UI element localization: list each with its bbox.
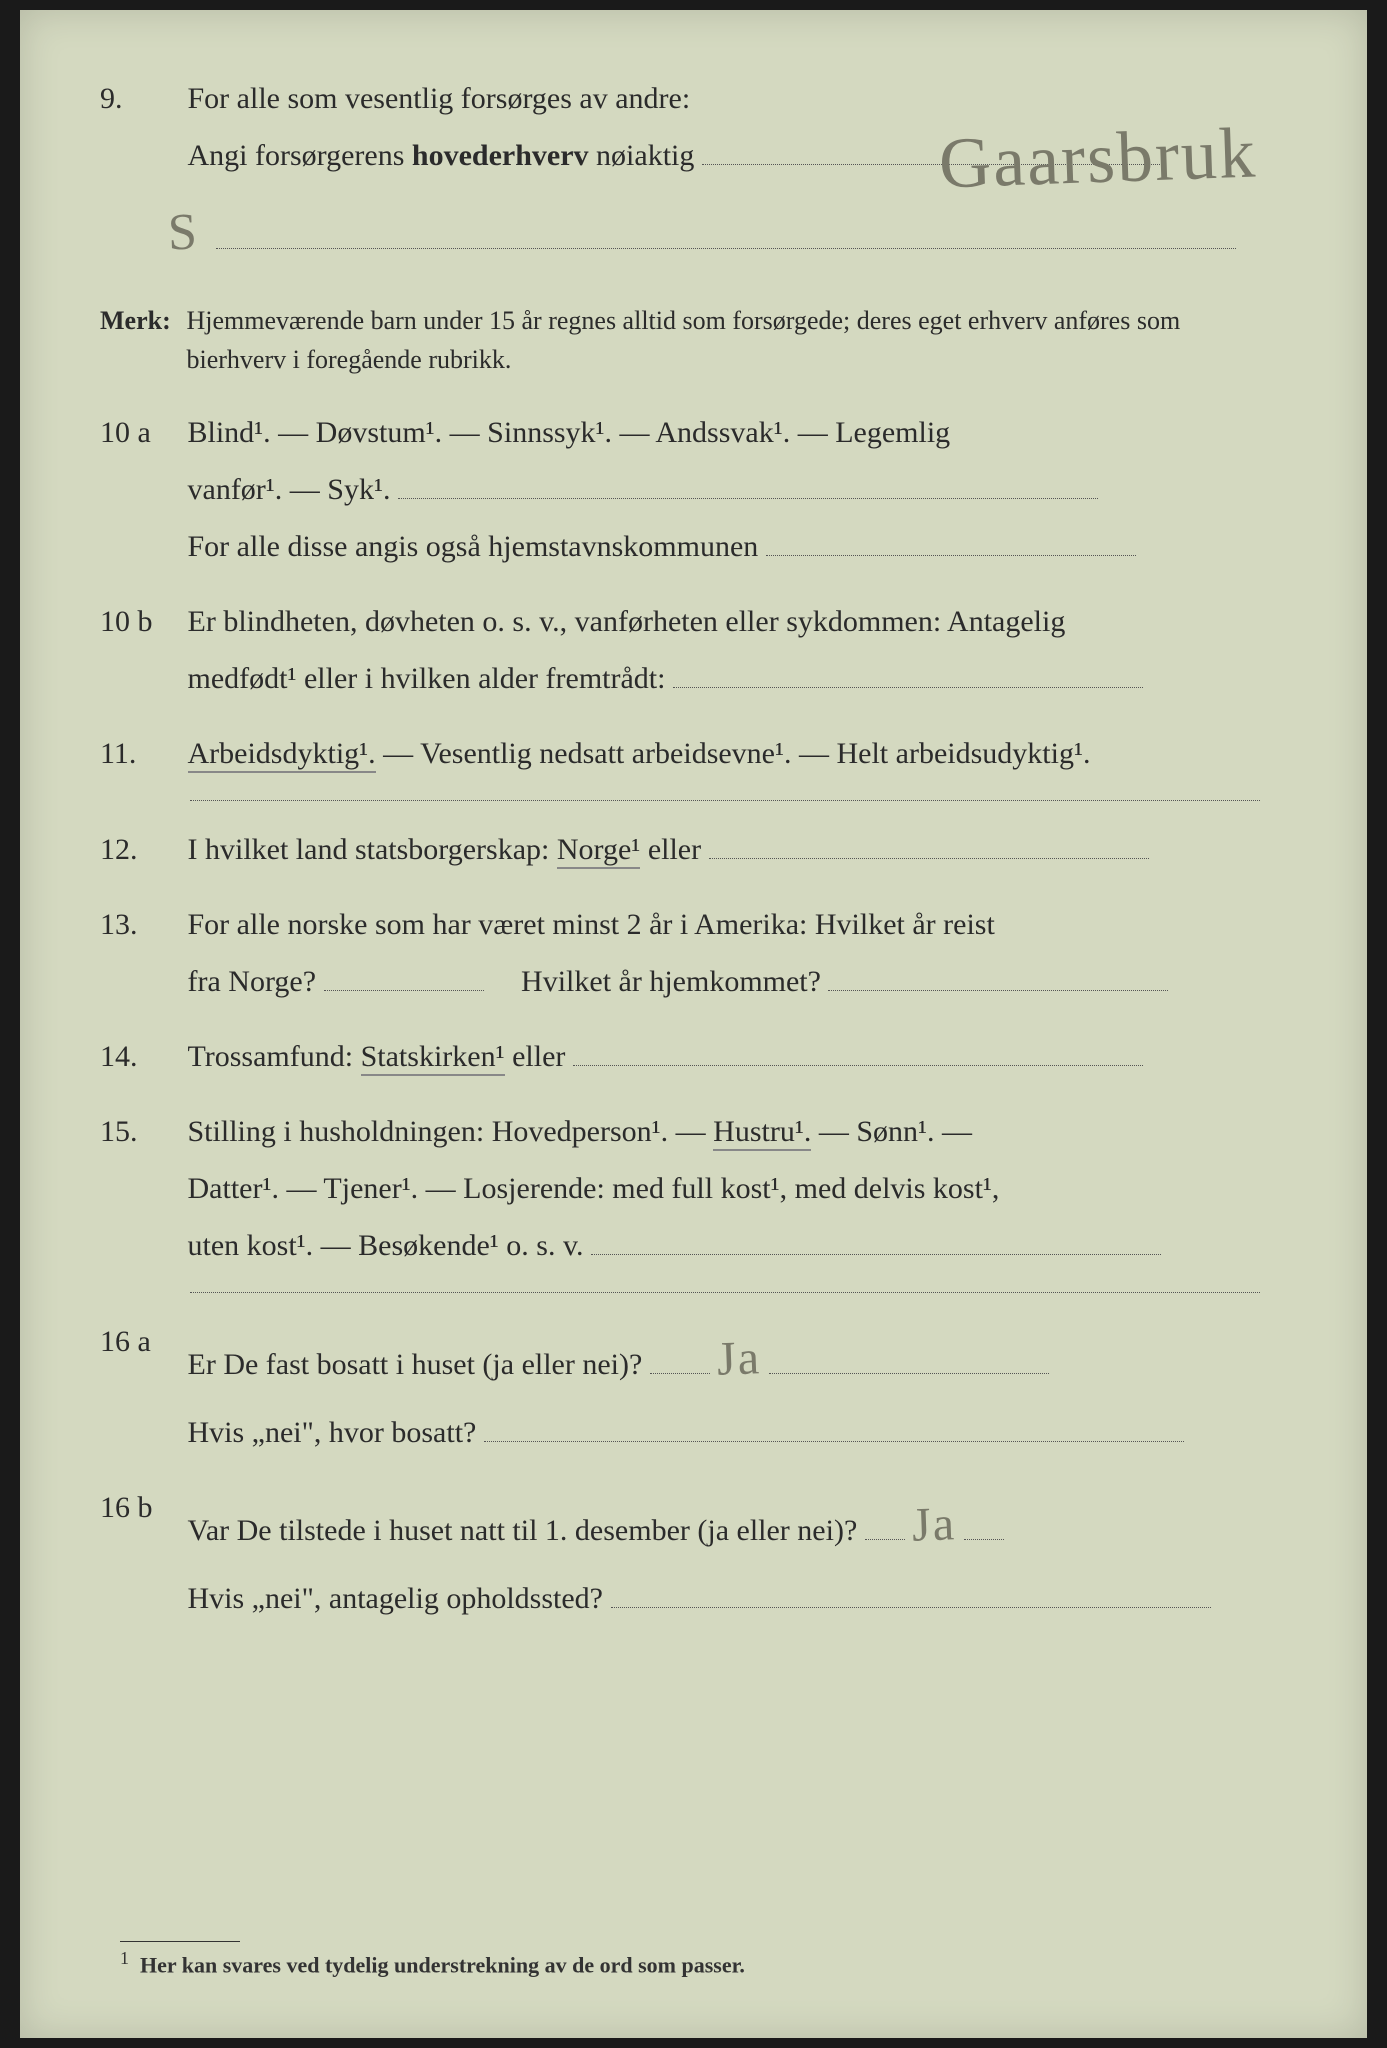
- q12-blank: [709, 822, 1149, 859]
- q16a-body: Er De fast bosatt i huset (ja eller nei)…: [188, 1313, 1268, 1461]
- q13-line1: For alle norske som har været minst 2 år…: [188, 908, 995, 941]
- q15-num: 15.: [100, 1103, 180, 1160]
- q16b-a: Var De tilstede i huset natt til 1. dese…: [188, 1514, 858, 1547]
- question-10b: 10 b Er blindheten, døvheten o. s. v., v…: [100, 593, 1287, 707]
- q13-body: For alle norske som har været minst 2 år…: [188, 896, 1268, 1010]
- question-12: 12. I hvilket land statsborgerskap: Norg…: [100, 821, 1287, 878]
- q12-num: 12.: [100, 821, 180, 878]
- q12-body: I hvilket land statsborgerskap: Norge¹ e…: [188, 821, 1268, 878]
- q15-line3: uten kost¹. — Besøkende¹ o. s. v.: [188, 1229, 584, 1262]
- q13-line2b: Hvilket år hjemkommet?: [521, 965, 821, 998]
- q9-num: 9.: [100, 70, 180, 127]
- q14-num: 14.: [100, 1028, 180, 1085]
- q15-body: Stilling i husholdningen: Hovedperson¹. …: [188, 1103, 1268, 1274]
- q16b-num: 16 b: [100, 1479, 180, 1536]
- q10a-num: 10 a: [100, 404, 180, 461]
- q16a-blank2: [484, 1405, 1184, 1442]
- q10b-line2: medfødt¹ eller i hvilken alder fremtrådt…: [188, 662, 666, 695]
- q16b-blank0: [865, 1503, 905, 1540]
- q16b-answer: Ja: [911, 1478, 958, 1571]
- merk-note: Merk: Hjemmeværende barn under 15 år reg…: [100, 301, 1287, 379]
- q15-line2: Datter¹. — Tjener¹. — Losjerende: med fu…: [188, 1172, 1000, 1205]
- q16a-b: Hvis „nei", hvor bosatt?: [188, 1416, 477, 1449]
- divider-15: [190, 1292, 1260, 1293]
- q16a-answer: Ja: [716, 1312, 763, 1405]
- q9-line2a: Angi forsørgerens: [188, 139, 412, 172]
- q13-line2a: fra Norge?: [188, 965, 317, 998]
- question-9: 9. For alle som vesentlig forsørges av a…: [100, 70, 1287, 283]
- q9-handwritten2: S: [166, 183, 200, 283]
- q11-num: 11.: [100, 725, 180, 782]
- q9-handwritten: Gaarsbruk: [937, 84, 1259, 232]
- q14-selected: Statskirken¹: [361, 1040, 505, 1076]
- q13-num: 13.: [100, 896, 180, 953]
- question-15: 15. Stilling i husholdningen: Hovedperso…: [100, 1103, 1287, 1274]
- q9-line2b: hovederhverv: [412, 139, 589, 172]
- q12-b: eller: [640, 833, 701, 866]
- q15-line1b: — Sønn¹. —: [811, 1115, 972, 1148]
- q9-body: For alle som vesentlig forsørges av andr…: [188, 70, 1268, 283]
- q12-selected: Norge¹: [557, 833, 640, 869]
- q10b-line1: Er blindheten, døvheten o. s. v., vanfør…: [188, 605, 1066, 638]
- footnote-text: Her kan svares ved tydelig understreknin…: [140, 1952, 745, 1977]
- q10a-line1: Blind¹. — Døvstum¹. — Sinnssyk¹. — Andss…: [188, 416, 951, 449]
- q9-line2c: nøiaktig: [589, 139, 695, 172]
- q14-b: eller: [505, 1040, 566, 1073]
- footnote-rule: [120, 1941, 240, 1942]
- footnote: 1 Her kan svares ved tydelig understrekn…: [120, 1941, 745, 1978]
- q10a-line3: For alle disse angis også hjemstavnskomm…: [188, 530, 759, 563]
- q16b-blank1: [964, 1503, 1004, 1540]
- question-11: 11. Arbeidsdyktig¹. — Vesentlig nedsatt …: [100, 725, 1287, 782]
- q10b-num: 10 b: [100, 593, 180, 650]
- q10a-blank: [398, 462, 1098, 499]
- q16a-blank1: [769, 1337, 1049, 1374]
- q14-a: Trossamfund:: [188, 1040, 361, 1073]
- q11-body: Arbeidsdyktig¹. — Vesentlig nedsatt arbe…: [188, 725, 1268, 782]
- merk-text: Hjemmeværende barn under 15 år regnes al…: [187, 301, 1267, 379]
- q11-rest: — Vesentlig nedsatt arbeidsevne¹. — Helt…: [376, 737, 1091, 770]
- question-16a: 16 a Er De fast bosatt i huset (ja eller…: [100, 1313, 1287, 1461]
- q15-selected: Hustru¹.: [713, 1115, 811, 1151]
- q11-selected: Arbeidsdyktig¹.: [188, 737, 376, 773]
- q16a-num: 16 a: [100, 1313, 180, 1370]
- q10a-blank2: [766, 519, 1136, 556]
- census-form-page: 9. For alle som vesentlig forsørges av a…: [20, 10, 1367, 2038]
- q16b-blank2: [611, 1571, 1211, 1608]
- q16a-blank0: [650, 1337, 710, 1374]
- q16a-a: Er De fast bosatt i huset (ja eller nei)…: [188, 1348, 643, 1381]
- question-13: 13. For alle norske som har været minst …: [100, 896, 1287, 1010]
- q13-blank1: [324, 954, 484, 991]
- q12-a: I hvilket land statsborgerskap:: [188, 833, 557, 866]
- q14-blank: [573, 1029, 1143, 1066]
- q10a-body: Blind¹. — Døvstum¹. — Sinnssyk¹. — Andss…: [188, 404, 1268, 575]
- q13-blank2: [828, 954, 1168, 991]
- question-14: 14. Trossamfund: Statskirken¹ eller: [100, 1028, 1287, 1085]
- q10b-body: Er blindheten, døvheten o. s. v., vanfør…: [188, 593, 1268, 707]
- q15-blank: [591, 1218, 1161, 1255]
- footnote-num: 1: [120, 1948, 129, 1968]
- divider-11: [190, 800, 1260, 801]
- q10a-line2: vanfør¹. — Syk¹.: [188, 473, 391, 506]
- q9-line1: For alle som vesentlig forsørges av andr…: [188, 82, 691, 115]
- q14-body: Trossamfund: Statskirken¹ eller: [188, 1028, 1268, 1085]
- q16b-body: Var De tilstede i huset natt til 1. dese…: [188, 1479, 1268, 1627]
- question-16b: 16 b Var De tilstede i huset natt til 1.…: [100, 1479, 1287, 1627]
- merk-label: Merk:: [100, 301, 180, 340]
- q16b-b: Hvis „nei", antagelig opholdssted?: [188, 1582, 604, 1615]
- q15-line1a: Stilling i husholdningen: Hovedperson¹. …: [188, 1115, 714, 1148]
- q10b-blank: [673, 651, 1143, 688]
- question-10a: 10 a Blind¹. — Døvstum¹. — Sinnssyk¹. — …: [100, 404, 1287, 575]
